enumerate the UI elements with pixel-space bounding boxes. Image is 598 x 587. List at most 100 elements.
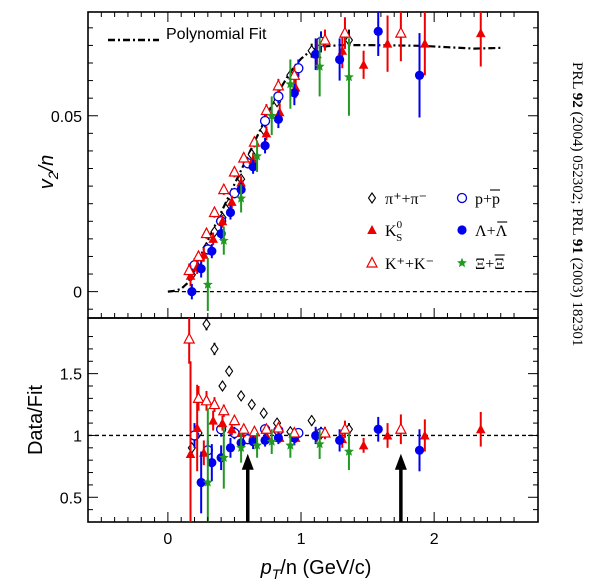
top-point: [266, 110, 277, 120]
bottom-point: [224, 365, 234, 378]
bottom-point: [259, 407, 268, 420]
top-point: [236, 193, 247, 203]
top-point: [273, 114, 283, 124]
legend-item: Ξ+Ξ: [457, 254, 505, 273]
bottom-y-axis-title: Data/Fit: [25, 385, 47, 455]
top-y-axis-title-tail: /n: [36, 155, 58, 174]
legend-marker: [367, 192, 377, 204]
bottom-point: [210, 342, 219, 355]
reference-note-prefix: PRL: [569, 62, 585, 93]
bottom-y-tick-label: 1.5: [60, 367, 82, 384]
top-point: [420, 38, 430, 48]
arrow-head: [394, 453, 407, 470]
bottom-point: [314, 438, 325, 449]
reference-lines: [88, 290, 538, 437]
bottom-point: [208, 397, 221, 410]
bottom-point: [338, 422, 351, 434]
top-point: [394, 26, 407, 38]
legend-label: Ξ+Ξ: [475, 256, 505, 273]
top-point: [236, 177, 246, 187]
top-point: [274, 107, 285, 117]
bottom-y-tick-label: 1: [73, 428, 82, 445]
legend-marker: [457, 225, 467, 235]
bottom-point: [382, 430, 393, 440]
top-point: [288, 68, 301, 80]
bottom-series-5: [202, 408, 354, 522]
top-point: [207, 246, 217, 256]
top-point: [358, 59, 369, 69]
top-point: [248, 162, 258, 172]
legend-label: Λ+Λ: [475, 223, 508, 240]
top-point: [228, 165, 241, 177]
top-point: [261, 128, 272, 138]
legend-item: K⁺+K⁻: [366, 256, 434, 273]
bottom-point: [207, 458, 217, 468]
top-point: [318, 33, 331, 45]
top-point: [192, 249, 205, 262]
top-point: [260, 141, 270, 151]
top-point: [208, 233, 218, 243]
arrow-head: [241, 453, 254, 470]
bottom-point: [373, 424, 383, 434]
bottom-point: [226, 424, 237, 434]
reference-note: PRL 92 (2004) 052302; PRL 91 (2003) 1823…: [569, 62, 585, 346]
legend-item: p+p: [456, 189, 501, 208]
bottom-point: [185, 449, 196, 458]
legend-label-sup: 0: [397, 219, 403, 231]
top-point: [475, 28, 486, 38]
bottom-point: [236, 442, 247, 452]
x-axis-title: pT/n (GeV/c): [260, 557, 372, 582]
bottom-point: [475, 424, 486, 434]
legend-label: p+p: [475, 191, 500, 208]
bottom-point: [217, 403, 230, 416]
bottom-point: [202, 318, 211, 331]
legend-item: K0 S: [367, 219, 403, 244]
x-tick-label: 1: [297, 531, 306, 548]
bottom-point: [266, 436, 277, 446]
bottom-point: [237, 422, 250, 434]
top-point: [252, 151, 262, 161]
bottom-panel-frame: [87, 317, 539, 523]
top-point: [260, 103, 273, 116]
bottom-point: [420, 430, 430, 440]
top-point: [217, 216, 228, 226]
bottom-point: [288, 426, 301, 438]
bottom-point: [285, 440, 296, 450]
bottom-point: [192, 391, 205, 403]
top-series-5: [202, 36, 354, 311]
top-y-axis-title: v2/n: [36, 155, 61, 189]
legend-label-main: K: [385, 223, 397, 240]
bottom-point: [247, 398, 256, 411]
bottom-point: [218, 380, 227, 392]
bottom-y-tick-label: 0.5: [60, 490, 82, 507]
legend-item: Λ+Λ: [457, 221, 508, 240]
legend-marker: [456, 192, 468, 204]
bottom-point: [311, 430, 321, 441]
top-point: [183, 263, 196, 276]
reference-note-mid: (2004) 052302; PRL: [569, 108, 585, 239]
bottom-point: [196, 477, 206, 488]
bottom-point: [218, 452, 229, 462]
bottom-point: [260, 435, 270, 445]
top-point: [311, 49, 321, 59]
top-point: [218, 235, 229, 245]
legend-marker: [367, 225, 377, 234]
top-point: [259, 115, 271, 127]
top-point: [335, 54, 345, 65]
bottom-point: [344, 446, 354, 456]
legend: Polynomial Fit π⁺+π⁻ p+p K0 S Λ+Λ K⁺+K⁻ Ξ+Ξ: [108, 26, 508, 273]
top-y-axis-title-main: v: [36, 178, 58, 189]
bottom-point: [228, 413, 241, 426]
x-axis-title-tail: /n (GeV/c): [280, 557, 371, 579]
legend-marker: [457, 257, 467, 268]
top-point: [272, 79, 285, 91]
bottom-point: [236, 389, 246, 402]
top-point: [187, 287, 197, 297]
top-series-3: [187, 12, 425, 300]
top-point: [285, 78, 296, 89]
bottom-point: [358, 440, 369, 450]
bottom-point: [318, 426, 331, 438]
legend-item: π⁺+π⁻: [367, 191, 427, 208]
legend-items: π⁺+π⁻ p+p K0 S Λ+Λ K⁺+K⁻ Ξ+Ξ: [366, 189, 508, 273]
top-point: [382, 38, 393, 48]
